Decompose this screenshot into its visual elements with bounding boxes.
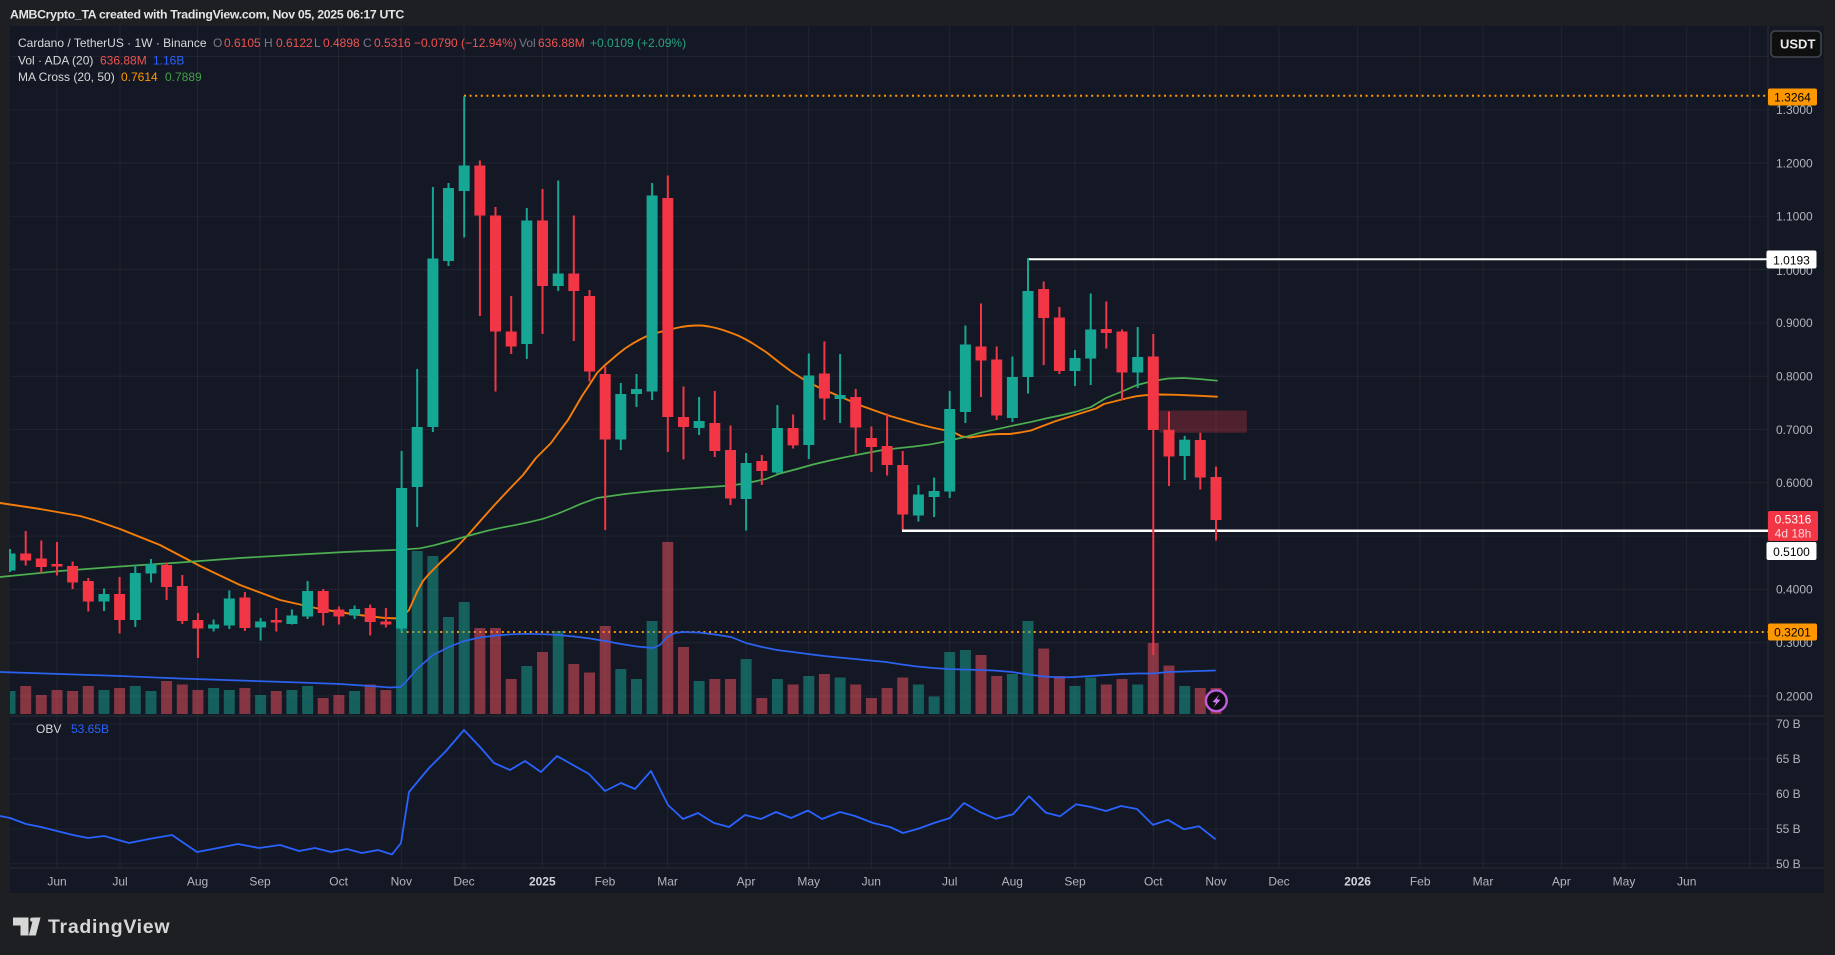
- svg-text:2025: 2025: [529, 875, 556, 889]
- svg-text:USDT: USDT: [1780, 37, 1815, 52]
- svg-text:Sep: Sep: [1064, 875, 1086, 889]
- svg-text:Oct: Oct: [1144, 875, 1163, 889]
- svg-text:Jun: Jun: [47, 875, 66, 889]
- svg-text:Vol: Vol: [519, 36, 536, 50]
- svg-text:TradingView: TradingView: [48, 916, 170, 938]
- svg-text:May: May: [797, 875, 820, 889]
- svg-text:0.5316: 0.5316: [374, 36, 411, 50]
- svg-text:55 B: 55 B: [1776, 822, 1801, 836]
- svg-text:Cardano / TetherUS · 1W · Bina: Cardano / TetherUS · 1W · Binance: [18, 36, 207, 50]
- svg-text:4d 18h: 4d 18h: [1775, 527, 1812, 541]
- svg-text:0.3201: 0.3201: [1774, 626, 1811, 640]
- svg-text:60 B: 60 B: [1776, 787, 1801, 801]
- svg-text:0.7614: 0.7614: [121, 70, 158, 84]
- svg-text:C: C: [363, 36, 372, 50]
- svg-text:Feb: Feb: [1410, 875, 1431, 889]
- svg-text:OBV: OBV: [36, 722, 61, 736]
- svg-text:70 B: 70 B: [1776, 717, 1801, 731]
- svg-text:Nov: Nov: [1205, 875, 1226, 889]
- svg-text:Apr: Apr: [737, 875, 756, 889]
- svg-text:0.6105: 0.6105: [224, 36, 261, 50]
- svg-text:0.8000: 0.8000: [1776, 370, 1813, 384]
- svg-text:0.5100: 0.5100: [1773, 545, 1810, 559]
- svg-text:0.4000: 0.4000: [1776, 583, 1813, 597]
- svg-text:+0.0109 (+2.09%): +0.0109 (+2.09%): [590, 36, 686, 50]
- svg-text:1.2000: 1.2000: [1776, 156, 1813, 170]
- svg-text:0.2000: 0.2000: [1776, 689, 1813, 703]
- svg-text:Oct: Oct: [329, 875, 348, 889]
- svg-text:May: May: [1613, 875, 1636, 889]
- svg-text:Feb: Feb: [595, 875, 616, 889]
- svg-text:Jul: Jul: [112, 875, 127, 889]
- svg-text:1.1000: 1.1000: [1776, 210, 1813, 224]
- svg-text:1.16B: 1.16B: [153, 53, 184, 67]
- svg-text:0.9000: 0.9000: [1776, 316, 1813, 330]
- svg-text:0.5316: 0.5316: [1775, 513, 1812, 527]
- svg-text:1.3000: 1.3000: [1776, 103, 1813, 117]
- svg-text:65 B: 65 B: [1776, 752, 1801, 766]
- svg-text:50 B: 50 B: [1776, 857, 1801, 871]
- svg-text:O: O: [213, 36, 222, 50]
- svg-text:Apr: Apr: [1552, 875, 1571, 889]
- svg-text:−0.0790 (−12.94%): −0.0790 (−12.94%): [414, 36, 517, 50]
- svg-text:1.0193: 1.0193: [1773, 253, 1810, 267]
- svg-text:Aug: Aug: [187, 875, 208, 889]
- svg-text:53.65B: 53.65B: [71, 722, 109, 736]
- svg-text:0.7889: 0.7889: [165, 70, 202, 84]
- svg-text:L: L: [314, 36, 321, 50]
- svg-text:Mar: Mar: [1473, 875, 1494, 889]
- svg-text:Vol · ADA (20): Vol · ADA (20): [18, 53, 93, 67]
- svg-text:Mar: Mar: [657, 875, 678, 889]
- svg-text:1.3264: 1.3264: [1774, 91, 1811, 105]
- svg-text:Dec: Dec: [1268, 875, 1289, 889]
- svg-text:636.88M: 636.88M: [100, 53, 147, 67]
- svg-text:Aug: Aug: [1002, 875, 1023, 889]
- svg-text:H: H: [264, 36, 273, 50]
- svg-text:Sep: Sep: [249, 875, 271, 889]
- svg-text:MA Cross (20, 50): MA Cross (20, 50): [18, 70, 115, 84]
- svg-text:0.7000: 0.7000: [1776, 423, 1813, 437]
- svg-text:Jul: Jul: [942, 875, 957, 889]
- svg-text:636.88M: 636.88M: [538, 36, 585, 50]
- svg-text:0.6000: 0.6000: [1776, 476, 1813, 490]
- svg-text:Dec: Dec: [453, 875, 474, 889]
- svg-text:2026: 2026: [1344, 875, 1371, 889]
- svg-text:Jun: Jun: [1677, 875, 1696, 889]
- svg-text:0.4898: 0.4898: [323, 36, 360, 50]
- svg-text:AMBCrypto_TA created with Trad: AMBCrypto_TA created with TradingView.co…: [10, 8, 404, 22]
- svg-text:Jun: Jun: [862, 875, 881, 889]
- svg-text:Nov: Nov: [391, 875, 412, 889]
- svg-text:0.6122: 0.6122: [276, 36, 313, 50]
